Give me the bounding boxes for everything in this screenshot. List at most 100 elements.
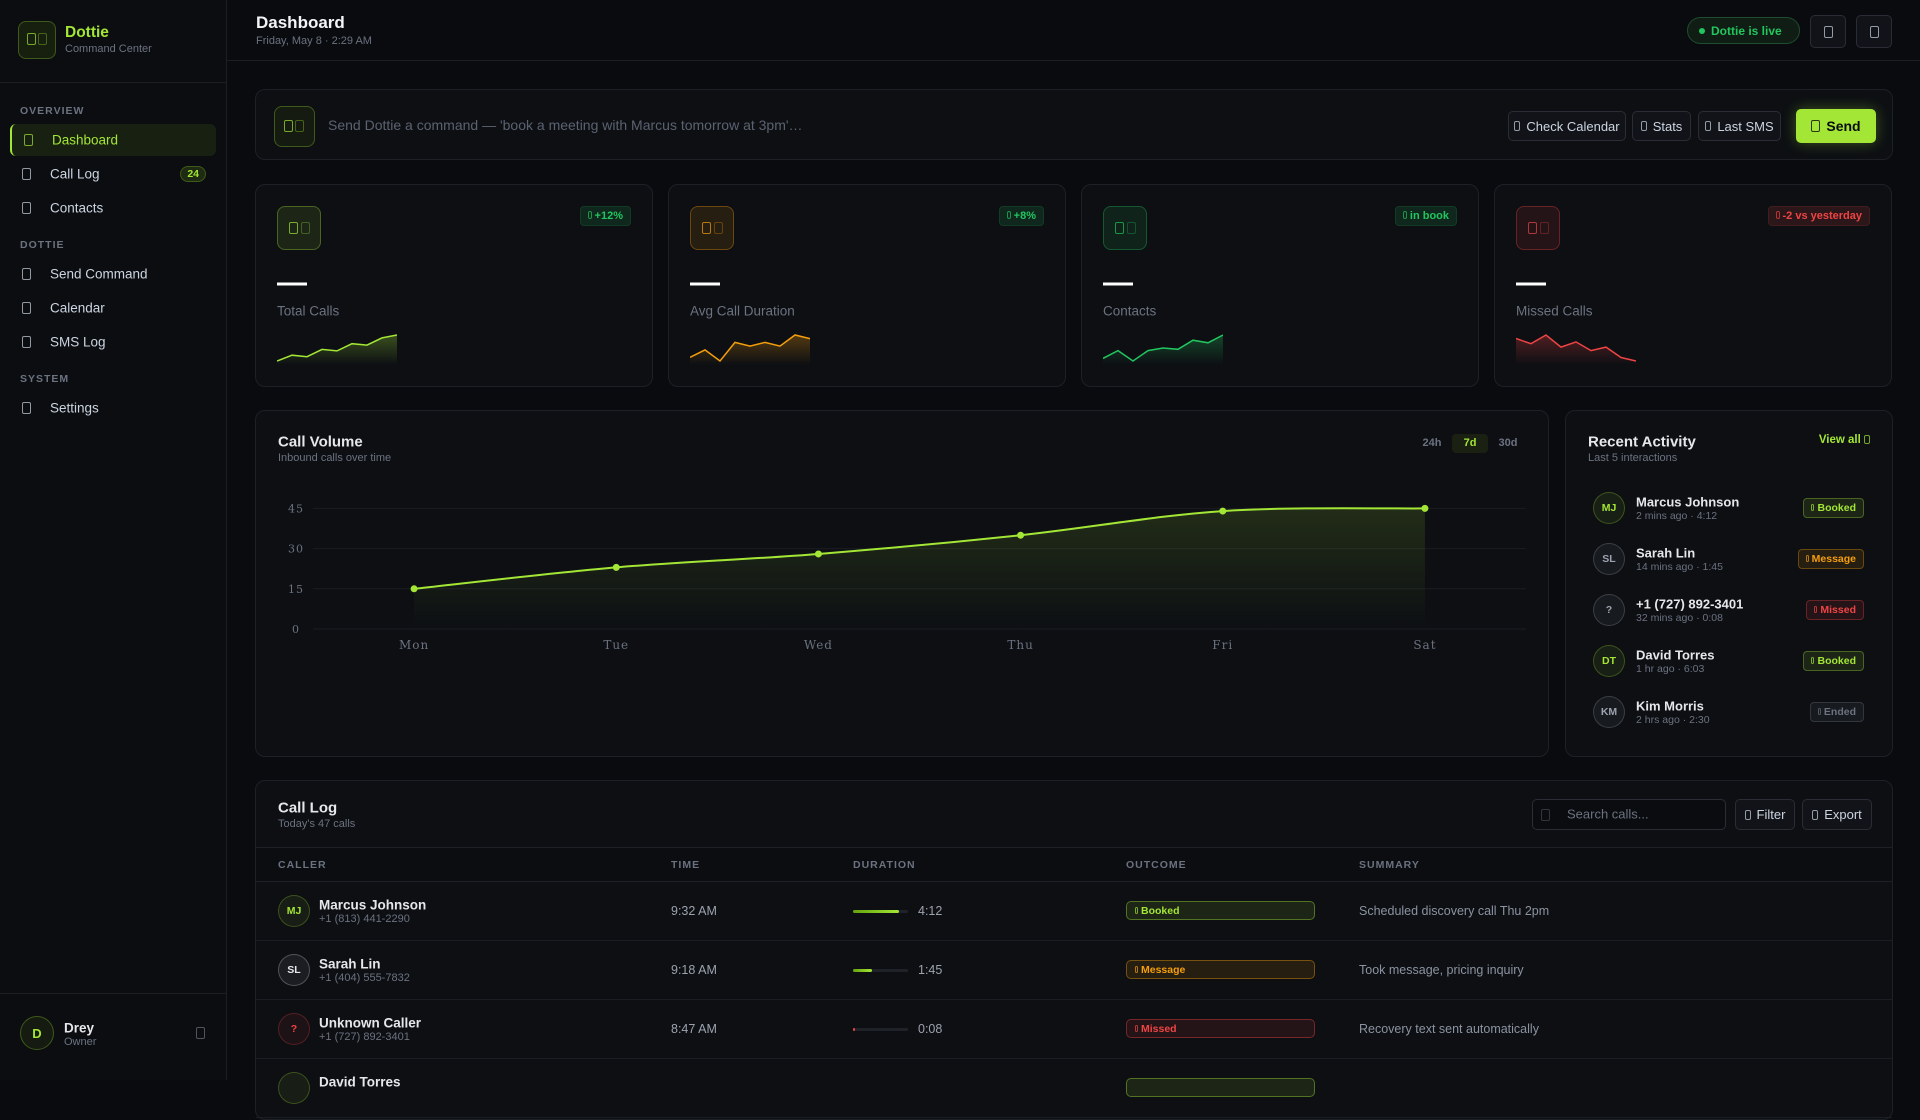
activity-name: David Torres	[1636, 647, 1715, 663]
quick-action[interactable]: Stats	[1632, 111, 1691, 141]
nav-label: Dashboard	[52, 132, 119, 148]
stat-icon	[277, 206, 321, 250]
sparkline	[1516, 334, 1636, 365]
view-all-label: View all	[1818, 434, 1861, 446]
activity-status-label: Ended	[1823, 706, 1856, 718]
stat-change: +8%	[998, 206, 1044, 226]
outcome-label: Missed	[1141, 1022, 1177, 1035]
activity-status-label: Booked	[1817, 502, 1856, 514]
settings-button[interactable]	[1856, 15, 1892, 48]
x-tick-label: Fri	[1212, 638, 1233, 652]
outcome-label: Booked	[1141, 904, 1180, 917]
outcome-label: Message	[1141, 963, 1186, 976]
nav-section-title: DOTTIE	[20, 239, 65, 251]
notifications-button[interactable]	[1810, 15, 1846, 48]
duration-bar	[853, 910, 900, 913]
send-label: Send	[1826, 118, 1861, 134]
caller-name: Sarah Lin	[319, 956, 381, 972]
point	[1017, 531, 1025, 539]
activity-meta: 14 mins ago · 1:45	[1636, 561, 1723, 573]
nav-item[interactable]: SMS Log	[10, 326, 216, 358]
stat-value: —	[1103, 266, 1133, 299]
command-input[interactable]: Send Dottie a command — 'book a meeting …	[328, 117, 803, 133]
icon	[1775, 211, 1780, 219]
x-tick-label: Wed	[804, 638, 833, 652]
activity-avatar: MJ	[1593, 492, 1625, 524]
icon	[22, 268, 31, 280]
logout-icon[interactable]	[196, 1027, 205, 1039]
nav-item[interactable]: Contacts	[10, 192, 216, 224]
command-bar: Send Dottie a command — 'book a meeting …	[255, 89, 1893, 160]
quick-action[interactable]: Check Calendar	[1508, 111, 1626, 141]
point	[1421, 504, 1429, 512]
icon	[24, 134, 33, 146]
log-action-label: Filter	[1756, 807, 1786, 822]
duration-track	[853, 969, 908, 972]
sparkline-line	[690, 334, 810, 363]
nav-item[interactable]: Call Log 24	[10, 158, 216, 190]
activity-avatar: DT	[1593, 645, 1625, 677]
caller-name: Marcus Johnson	[319, 897, 427, 913]
header-rule	[256, 881, 1892, 882]
icon	[22, 202, 31, 214]
activity-title: Recent Activity	[1588, 433, 1696, 451]
point	[1219, 507, 1227, 515]
brand: Dottie	[65, 24, 109, 41]
log-action[interactable]: Export	[1802, 799, 1872, 830]
icon	[1805, 555, 1809, 562]
column-header: DURATION	[853, 859, 916, 871]
y-tick-label: 0	[292, 623, 300, 636]
sparkline-area	[1516, 335, 1636, 365]
icon	[1135, 907, 1138, 914]
call-summary: Took message, pricing inquiry	[1359, 963, 1524, 977]
stat-value: —	[1516, 266, 1546, 299]
range-button[interactable]: 30d	[1498, 437, 1518, 449]
icon	[1135, 1025, 1138, 1032]
stat-icon	[1516, 206, 1560, 250]
icon	[1514, 121, 1521, 131]
user-role: Owner	[64, 1036, 97, 1048]
nav-section: OVERVIEW Dashboard Call Log 24 Contacts	[0, 100, 226, 224]
nav-section: DOTTIE Send Command Calendar SMS Log	[0, 234, 226, 358]
icon	[702, 222, 711, 234]
header-rule	[256, 847, 1892, 848]
datetime: Friday, May 8 · 2:29 AM	[256, 35, 372, 47]
nav-item[interactable]: Send Command	[10, 258, 216, 290]
view-all-link[interactable]: View all	[1819, 434, 1870, 446]
stat-card: -2 vs yesterday — Missed Calls	[1494, 184, 1892, 387]
x-tick-label: Mon	[399, 638, 429, 652]
quick-action[interactable]: Last SMS	[1698, 111, 1781, 141]
nav-item[interactable]: Settings	[10, 392, 216, 424]
range-button[interactable]: 7d	[1452, 434, 1488, 453]
divider	[0, 993, 226, 994]
nav-item[interactable]: Dashboard	[10, 124, 216, 156]
stat-value: —	[277, 266, 307, 299]
activity-meta: 32 mins ago · 0:08	[1636, 612, 1723, 624]
nav-label: SMS Log	[50, 334, 106, 350]
range-button[interactable]: 24h	[1422, 437, 1442, 449]
icon	[1135, 966, 1138, 973]
send-button[interactable]: Send	[1796, 109, 1876, 143]
tagline: Command Center	[65, 43, 152, 55]
nav-label: Send Command	[50, 266, 148, 282]
page-title: Dashboard	[256, 13, 345, 32]
call-time: 9:32 AM	[671, 904, 717, 918]
icon	[1127, 222, 1136, 234]
log-action[interactable]: Filter	[1735, 799, 1795, 830]
stat-icon	[1103, 206, 1147, 250]
sidebar: Dottie Command Center OVERVIEW Dashboard C…	[0, 0, 227, 1080]
activity-name: Sarah Lin	[1636, 545, 1696, 561]
duration-bar	[853, 1028, 855, 1031]
point	[612, 563, 620, 571]
quick-action-label: Last SMS	[1717, 118, 1774, 134]
stat-label: Contacts	[1103, 303, 1157, 319]
search-box[interactable]: Search calls...	[1532, 799, 1726, 830]
caller-phone: +1 (404) 555-7832	[319, 972, 410, 984]
stat-label: Total Calls	[277, 303, 340, 319]
activity-status-label: Missed	[1820, 604, 1856, 616]
chart-subtitle: Inbound calls over time	[278, 452, 392, 464]
icon	[714, 222, 723, 234]
sparkline	[277, 334, 397, 365]
row-divider	[256, 999, 1892, 1000]
nav-item[interactable]: Calendar	[10, 292, 216, 324]
